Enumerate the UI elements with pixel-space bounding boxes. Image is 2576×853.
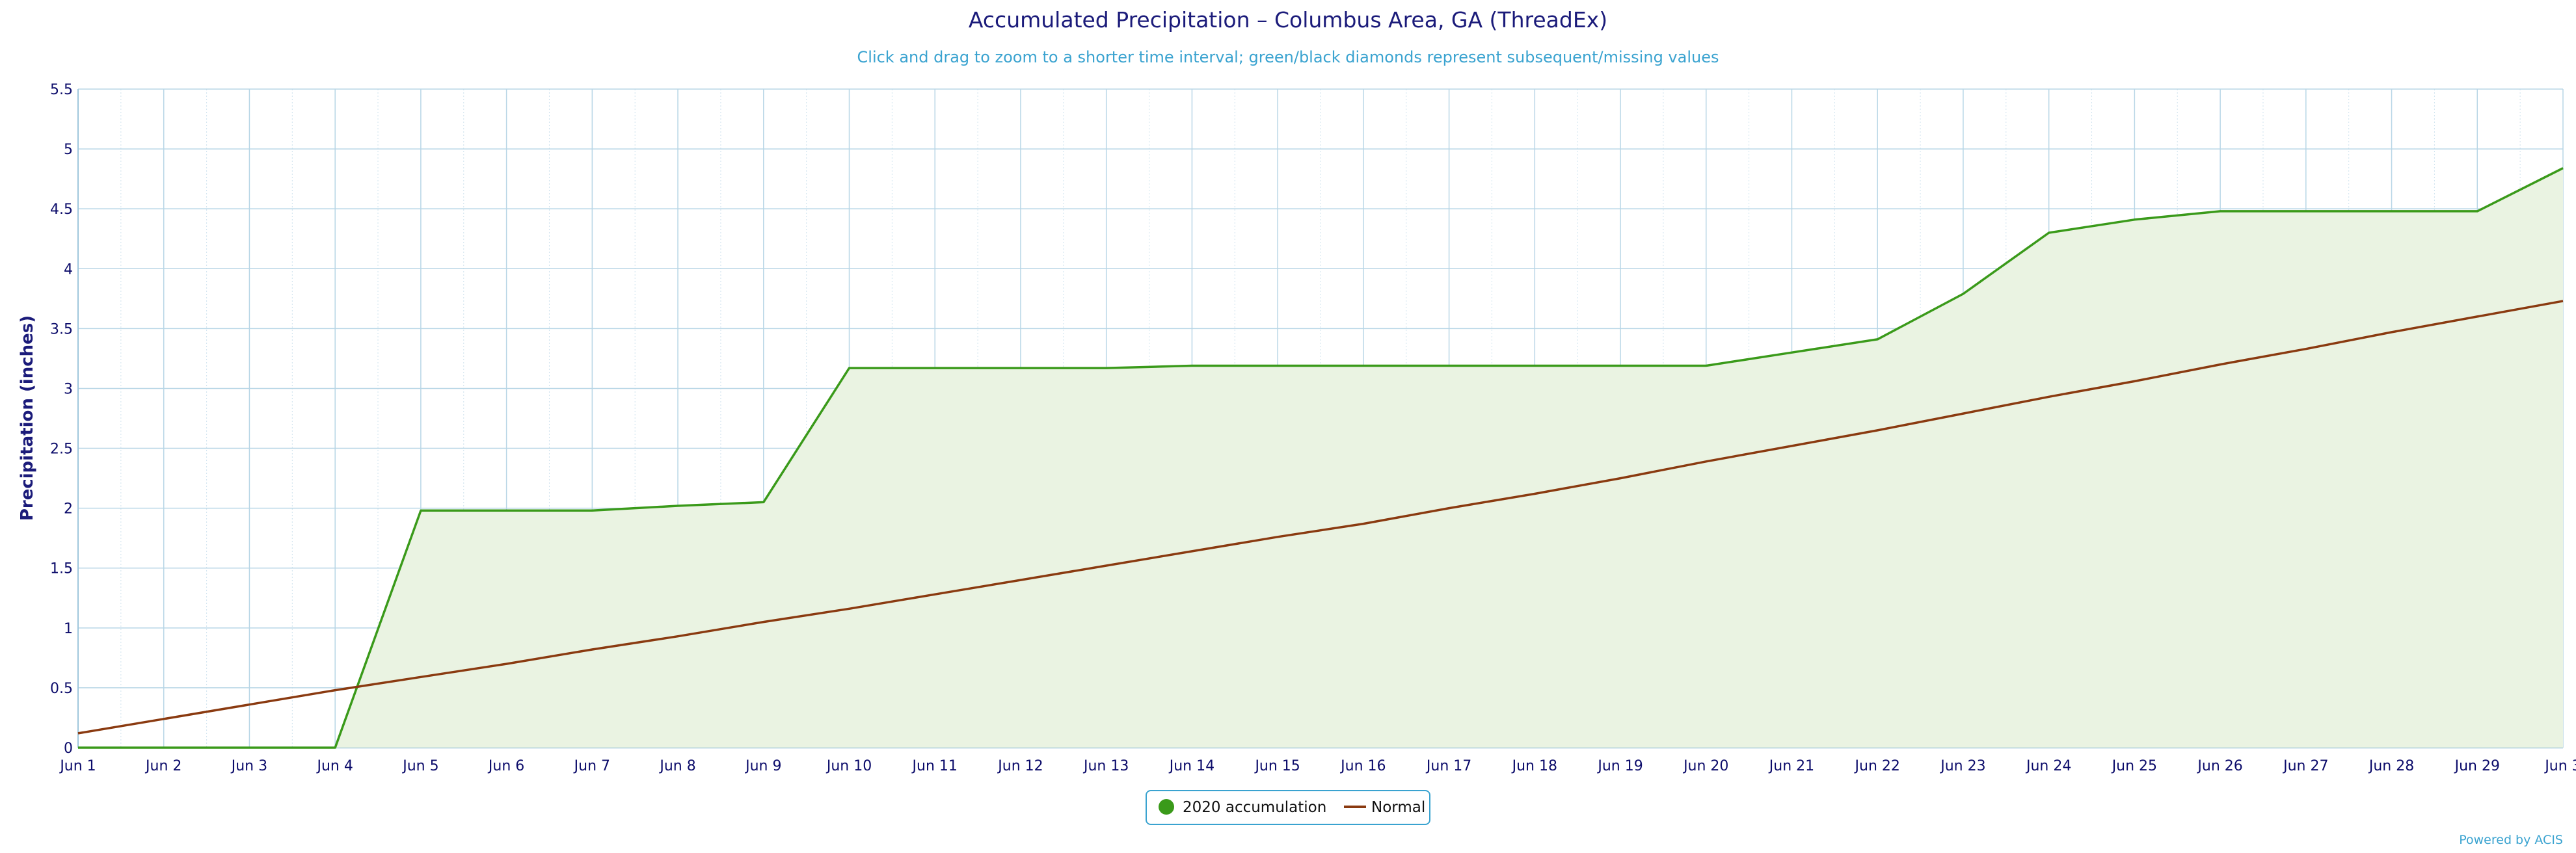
legend[interactable]: 2020 accumulation Normal: [1146, 790, 1430, 825]
x-tick-label: Jun 28: [2368, 758, 2414, 774]
y-axis-label: Precipitation (inches): [18, 315, 37, 521]
x-tick-label: Jun 19: [1596, 758, 1643, 774]
legend-box: [1146, 790, 1430, 825]
y-axis-ticks: 0 0.5 1 1.5 2 2.5 3 3.5 4 4.5 5 5.5: [50, 82, 73, 757]
x-tick-label: Jun 24: [2025, 758, 2071, 774]
y-tick-label: 3.5: [50, 321, 73, 337]
x-tick-label: Jun 7: [573, 758, 610, 774]
y-tick-label: 1.5: [50, 561, 73, 577]
x-tick-label: Jun 21: [1768, 758, 1814, 774]
x-tick-label: Jun 9: [744, 758, 781, 774]
x-tick-label: Jun 17: [1425, 758, 1471, 774]
x-tick-label: Jun 3: [230, 758, 267, 774]
legend-marker-accumulation: [1159, 799, 1174, 815]
x-tick-label: Jun 27: [2282, 758, 2328, 774]
y-tick-label: 4: [64, 261, 73, 278]
legend-label-normal[interactable]: Normal: [1371, 799, 1425, 816]
x-tick-label: Jun 29: [2454, 758, 2500, 774]
x-tick-label: Jun 11: [911, 758, 958, 774]
x-tick-label: Jun 18: [1511, 758, 1557, 774]
credit-link[interactable]: Powered by ACIS: [2459, 833, 2563, 847]
area-layer: [78, 168, 2563, 748]
y-tick-label: 0.5: [50, 681, 73, 697]
y-tick-label: 3: [64, 381, 73, 397]
line-layer: [77, 167, 2564, 749]
chart-subtitle: Click and drag to zoom to a shorter time…: [857, 48, 1719, 66]
series-line-1[interactable]: [77, 300, 2564, 735]
x-tick-label: Jun 13: [1082, 758, 1129, 774]
y-tick-label: 4.5: [50, 202, 73, 218]
x-tick-label: Jun 22: [1854, 758, 1900, 774]
x-tick-label: Jun 14: [1168, 758, 1214, 774]
x-tick-label: Jun 23: [1939, 758, 1985, 774]
y-tick-label: 0: [64, 741, 73, 757]
x-tick-label: Jun 12: [997, 758, 1043, 774]
y-tick-label: 5: [64, 142, 73, 158]
legend-label-accumulation[interactable]: 2020 accumulation: [1183, 799, 1326, 816]
x-tick-label: Jun 3: [2543, 758, 2576, 774]
y-tick-label: 5.5: [50, 82, 73, 98]
x-tick-label: Jun 20: [1682, 758, 1728, 774]
x-tick-label: Jun 2: [144, 758, 181, 774]
y-tick-label: 1: [64, 621, 73, 637]
x-tick-label: Jun 4: [315, 758, 353, 774]
x-tick-label: Jun 10: [825, 758, 872, 774]
x-tick-label: Jun 16: [1339, 758, 1386, 774]
y-tick-label: 2: [64, 501, 73, 518]
chart-title: Accumulated Precipitation – Columbus Are…: [969, 7, 1607, 33]
x-tick-label: Jun 25: [2111, 758, 2157, 774]
x-axis-ticks: Jun 1 Jun 2 Jun 3 Jun 4 Jun 5 Jun 6 Jun 7 Jun 8…: [59, 758, 2576, 774]
x-tick-label: Jun 5: [401, 758, 438, 774]
x-tick-label: Jun 8: [658, 758, 695, 774]
x-tick-label: Jun 26: [2196, 758, 2242, 774]
x-tick-label: Jun 6: [487, 758, 524, 774]
series-area-0: [78, 168, 2563, 748]
x-tick-label: Jun 15: [1254, 758, 1300, 774]
series-line-0[interactable]: [78, 167, 2564, 749]
x-tick-label: Jun 1: [59, 758, 96, 774]
y-tick-label: 2.5: [50, 441, 73, 458]
